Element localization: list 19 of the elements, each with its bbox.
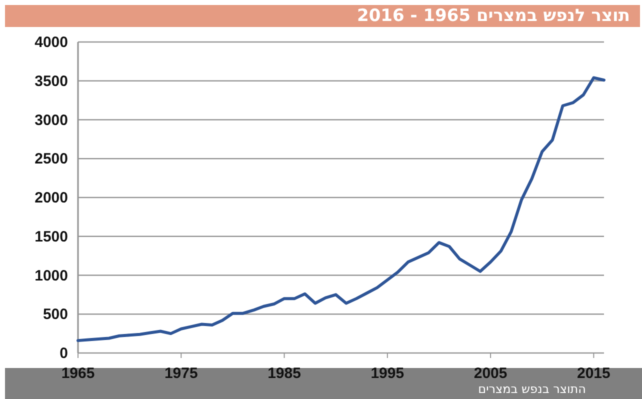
x-tick-label: 1965 <box>61 365 95 382</box>
text: התוצר בנפש במצרים <box>478 382 586 396</box>
y-tick-label: 0 <box>60 345 68 362</box>
y-tick-label: 1000 <box>34 267 68 284</box>
y-tick-label: 2000 <box>34 190 68 206</box>
x-tick-label: 1985 <box>268 365 301 382</box>
x-tick-label: 2015 <box>577 365 610 382</box>
line-series <box>76 76 606 342</box>
y-tick-label: 3000 <box>34 112 68 129</box>
x-tick-label: 1975 <box>164 365 198 382</box>
chart-title: תוצר לנפש במצרים 1965 - 2016 <box>356 6 630 26</box>
y-tick-label: 2500 <box>34 150 68 168</box>
y-tick-label: 500 <box>42 306 68 324</box>
y-tick-label: 3500 <box>34 72 68 90</box>
y-tick-label: 1500 <box>34 228 68 246</box>
title-bar: תוצר לנפש במצרים 1965 - 2016 <box>5 5 640 27</box>
y-tick-label: 4000 <box>34 34 68 51</box>
x-tick-label: 2005 <box>474 365 508 382</box>
x-tick-label: 1995 <box>370 365 404 382</box>
